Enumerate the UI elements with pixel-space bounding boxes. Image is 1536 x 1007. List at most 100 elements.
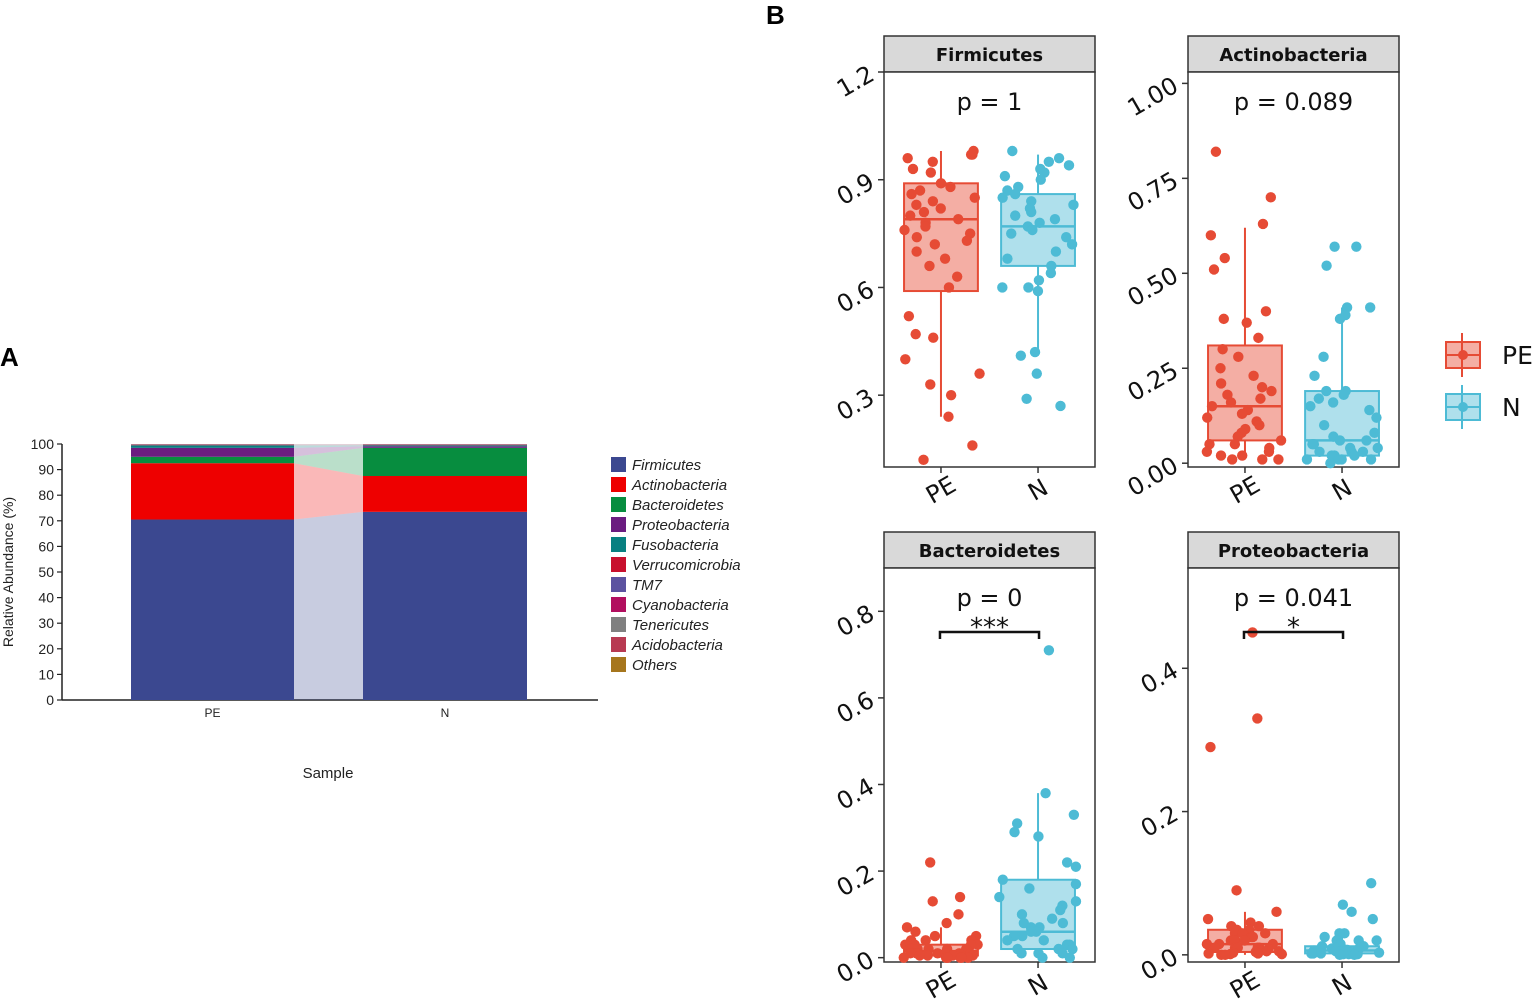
data-point [1314, 446, 1325, 458]
data-point [945, 181, 956, 193]
legend-swatch [611, 497, 626, 512]
connector-band [294, 446, 363, 457]
legend-entry: Actinobacteria [631, 477, 727, 494]
data-point [1027, 224, 1038, 236]
data-point [1067, 943, 1078, 955]
data-point [1361, 435, 1372, 446]
data-point [1253, 920, 1265, 932]
data-point [1217, 344, 1228, 355]
data-point [1346, 906, 1357, 918]
data-point [1218, 313, 1229, 325]
data-point [1210, 146, 1222, 157]
data-point [1333, 454, 1344, 465]
data-point [1260, 928, 1271, 939]
data-point [1033, 275, 1045, 286]
significance-stars: *** [970, 613, 1009, 643]
data-point [1034, 217, 1045, 229]
data-point [1025, 926, 1037, 937]
facet-title: Actinobacteria [1219, 45, 1367, 66]
x-tick-label: N [1327, 473, 1357, 506]
data-point [997, 282, 1008, 293]
data-point [907, 163, 919, 175]
y-tick-label: 0.2 [832, 859, 879, 902]
data-point [1273, 454, 1284, 465]
data-point [1215, 378, 1227, 389]
data-point [1349, 949, 1360, 961]
data-point [900, 354, 911, 365]
data-point [1068, 809, 1080, 820]
data-point [1357, 446, 1369, 458]
legend-entry: Others [632, 657, 678, 674]
data-point [1253, 332, 1264, 344]
data-point [1038, 935, 1049, 946]
data-point [1263, 446, 1275, 458]
data-point [1050, 246, 1062, 257]
y-tick-label: 0 [46, 692, 54, 708]
data-point [1026, 206, 1037, 218]
y-tick-label: 1.00 [1123, 71, 1183, 122]
data-point [1055, 400, 1066, 412]
data-point [974, 368, 985, 379]
y-tick-label: 1.2 [832, 60, 879, 103]
data-point [1327, 397, 1339, 408]
data-point [1241, 317, 1252, 328]
data-point [1364, 404, 1375, 416]
stacked-bar-chart: 0 10 20 30 40 50 60 70 80 90 100 Relative Abundance… [0, 436, 741, 782]
connector-band [294, 447, 363, 476]
data-point [1043, 156, 1055, 167]
data-point [1015, 350, 1027, 361]
boxplot-facet: Proteobacteria 0.0 0.2 0.4 PE Np = 0.041* [1136, 531, 1400, 1005]
boxplot-legend: PE N [1445, 333, 1533, 429]
legend-entry: Firmicutes [632, 457, 702, 474]
data-point [1236, 408, 1248, 420]
data-point [1254, 420, 1265, 431]
data-point [1215, 363, 1226, 374]
data-point [1016, 909, 1028, 920]
data-point [925, 379, 936, 390]
x-tick-label: N [1327, 968, 1357, 1001]
data-point [1305, 401, 1316, 412]
data-point [1318, 420, 1330, 431]
data-point [1265, 192, 1276, 203]
y-tick-label: 0.6 [832, 275, 879, 318]
y-tick-label: 0.3 [832, 383, 879, 426]
data-point [1260, 306, 1272, 317]
data-point [920, 221, 931, 232]
data-point [918, 206, 930, 218]
data-point [1201, 938, 1213, 950]
data-point [927, 156, 938, 167]
data-point [1007, 145, 1018, 157]
data-point [1338, 389, 1349, 401]
data-point [1017, 930, 1028, 942]
data-point [1365, 454, 1377, 465]
legend-swatch [611, 617, 626, 632]
data-point [1301, 454, 1313, 465]
data-point [1033, 831, 1044, 842]
data-point [1045, 267, 1057, 279]
y-tick-label: 60 [38, 538, 54, 554]
y-tick-label: 0.4 [832, 772, 879, 815]
data-point [1233, 351, 1244, 363]
data-point [1057, 917, 1069, 929]
y-tick-label: 0.75 [1123, 166, 1183, 217]
data-point [1351, 241, 1362, 252]
data-point [954, 891, 966, 903]
legend-swatch [611, 577, 626, 592]
data-point [906, 188, 917, 200]
data-point [961, 235, 973, 246]
bar-segment [363, 511, 527, 700]
data-point [1061, 857, 1073, 868]
data-point [1070, 896, 1082, 907]
data-point [920, 935, 931, 946]
facet-title: Proteobacteria [1218, 541, 1369, 562]
data-point [1364, 302, 1376, 313]
p-value-label: p = 0.041 [1234, 584, 1353, 612]
legend-entry: Bacteroidetes [632, 497, 724, 514]
data-point [1206, 401, 1218, 412]
data-point [1369, 427, 1380, 439]
data-point [1208, 264, 1220, 275]
data-point [1337, 899, 1349, 910]
y-tick-label: 0.9 [832, 168, 879, 211]
legend-swatch [611, 597, 626, 612]
legend-swatch [611, 457, 626, 472]
